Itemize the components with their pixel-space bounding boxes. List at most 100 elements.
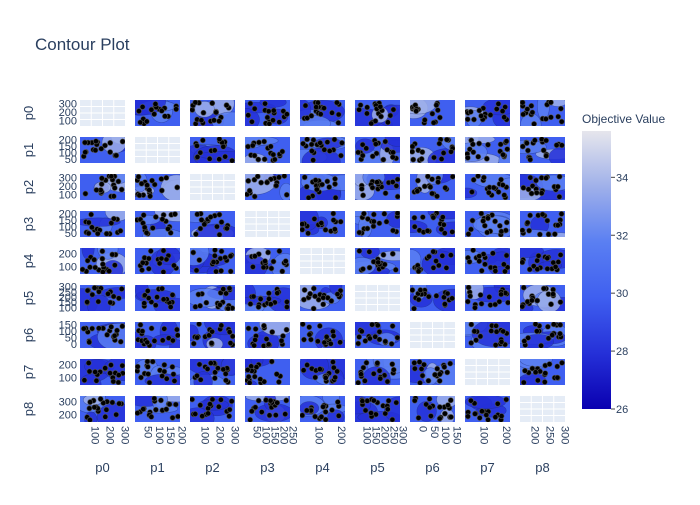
trial-point [144, 363, 151, 370]
trial-point [267, 397, 274, 404]
y-axis-label: p5 [21, 291, 36, 305]
trial-point [541, 379, 548, 385]
trial-point [356, 229, 363, 236]
trial-point [500, 328, 507, 335]
contour-level [80, 374, 102, 385]
trial-point [320, 403, 326, 410]
trial-point [261, 156, 268, 163]
subplot-p3-vs-p5 [245, 285, 290, 311]
x-tick-label: 100 [89, 426, 101, 444]
trial-point [332, 374, 339, 381]
trial-point [439, 214, 446, 221]
trial-point [360, 192, 366, 199]
trial-point [144, 339, 151, 346]
trial-point [388, 340, 395, 347]
trial-point [151, 396, 158, 402]
trial-point [465, 154, 471, 161]
trial-point [136, 192, 143, 199]
y-tick-label: 200 [59, 249, 77, 261]
trial-point [145, 265, 152, 272]
trial-point [438, 226, 445, 233]
trial-point [198, 117, 205, 124]
trial-point [557, 330, 563, 337]
trial-point [284, 304, 290, 310]
trial-point [534, 257, 541, 264]
subplot-p0-vs-p1 [80, 137, 125, 163]
trial-point [144, 288, 151, 294]
y-tick-label: 200 [59, 134, 77, 146]
trial-point [300, 412, 306, 419]
trial-point [211, 252, 218, 259]
trial-point [410, 287, 416, 293]
trial-point [394, 176, 400, 183]
trial-point [218, 219, 225, 225]
trial-point [138, 180, 145, 187]
trial-point [554, 363, 561, 370]
trial-point [436, 378, 443, 384]
trial-point [394, 193, 400, 200]
trial-point [545, 335, 552, 342]
trial-point [192, 303, 199, 310]
trial-point [435, 179, 441, 185]
trial-point [167, 229, 174, 236]
trial-point [533, 177, 539, 184]
y-tick-label: 100 [59, 221, 77, 233]
trial-point [437, 114, 443, 121]
trial-point [449, 295, 455, 302]
trial-point [383, 218, 390, 225]
trial-point [439, 252, 446, 259]
trial-point [442, 410, 448, 417]
trial-point [501, 192, 508, 199]
trial-point [448, 148, 454, 155]
trial-point [94, 230, 101, 237]
trial-point [366, 248, 373, 255]
y-tick-label: 300 [59, 98, 77, 110]
trial-point [377, 103, 384, 110]
trial-point [503, 252, 510, 259]
trial-point [432, 371, 438, 378]
trial-point [139, 267, 145, 274]
x-tick-label: 200 [175, 426, 187, 444]
y-axis-label: p0 [21, 106, 36, 120]
subplot-p7-vs-p2 [465, 174, 510, 200]
trial-point [394, 334, 400, 341]
trial-point [418, 156, 425, 162]
subplot-p5-vs-p5 [355, 285, 400, 311]
subplot-p2-vs-p2 [190, 174, 235, 200]
colorbar [582, 131, 611, 409]
trial-point [475, 174, 481, 179]
trial-point [192, 411, 199, 417]
trial-point [266, 295, 272, 302]
trial-point [374, 360, 381, 366]
trial-point [301, 287, 308, 293]
trial-point [248, 408, 255, 415]
trial-point [411, 365, 418, 372]
trial-point [531, 121, 537, 126]
trial-point [229, 157, 235, 163]
trial-point [521, 338, 528, 345]
trial-point [99, 261, 106, 268]
subplot-p1-vs-p7 [135, 359, 180, 385]
subplot-p2-vs-p6 [190, 322, 235, 348]
trial-point [440, 221, 447, 228]
trial-point [426, 396, 433, 402]
trial-point [430, 248, 437, 255]
trial-point [480, 218, 487, 224]
trial-point [215, 365, 221, 372]
trial-point [328, 298, 335, 304]
y-tick-label: 150 [59, 141, 77, 153]
trial-point [99, 248, 106, 255]
y-tick-label: 200 [59, 410, 77, 422]
subplot-p3-vs-p6 [245, 322, 290, 348]
trial-point [472, 410, 478, 417]
trial-point [98, 145, 105, 152]
trial-point [478, 211, 485, 217]
trial-point [85, 219, 92, 226]
x-tick-label: 250 [544, 426, 556, 444]
trial-point [387, 112, 394, 119]
trial-point [247, 301, 254, 307]
trial-point [254, 174, 261, 180]
trial-point [384, 406, 391, 413]
trial-point [321, 146, 328, 153]
